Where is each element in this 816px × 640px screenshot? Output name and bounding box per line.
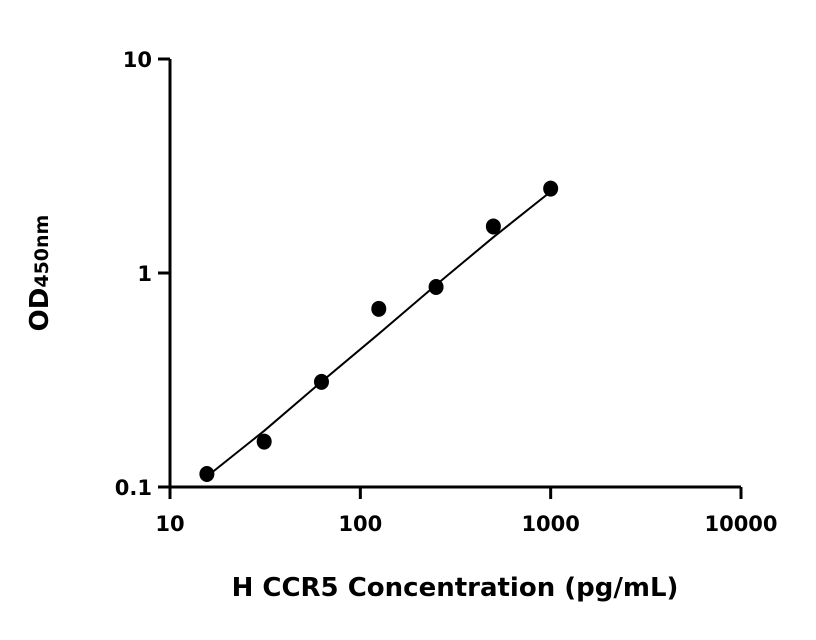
x-tick-label: 1000 [521, 512, 579, 536]
x-tick-label: 10000 [704, 512, 777, 536]
y-axis-title-sub: 450nm [31, 215, 53, 288]
fit-curve-group [206, 190, 552, 478]
y-axis-title: OD450nm [25, 215, 55, 332]
data-point [256, 433, 272, 450]
data-point [428, 279, 444, 296]
y-tick-label: 0.1 [115, 476, 152, 500]
data-point [199, 466, 215, 483]
x-tick-label: 10 [155, 512, 184, 536]
data-point [371, 300, 387, 317]
y-tick-label: 10 [123, 48, 152, 72]
data-point [313, 373, 329, 390]
data-points-group [199, 180, 559, 483]
y-tick-label: 1 [137, 262, 152, 286]
axes [158, 57, 743, 499]
y-axis-title-main: OD [25, 288, 55, 332]
data-point [543, 180, 559, 197]
fit-curve [206, 190, 552, 478]
x-tick-label: 100 [338, 512, 382, 536]
tick-labels-group: 0.1 1 10 10 100 1000 10000 [115, 48, 778, 536]
x-axis-title: H CCR5 Concentration (pg/mL) [232, 573, 679, 603]
data-point [485, 218, 501, 235]
